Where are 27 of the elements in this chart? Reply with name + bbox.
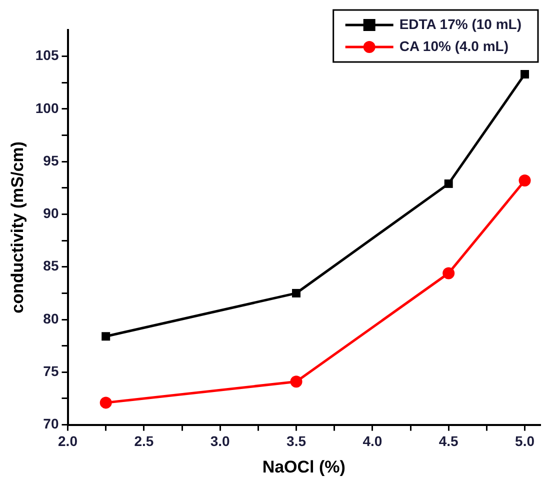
x-tick-label: 3.0 (210, 433, 230, 450)
legend-label: CA 10% (4.0 mL) (399, 38, 509, 54)
y-tick-label: 70 (43, 416, 59, 432)
y-tick-label: 80 (43, 310, 59, 326)
point (290, 376, 302, 388)
x-tick-label: 4.5 (438, 433, 459, 450)
x-tick-label: 3.5 (286, 433, 306, 450)
point (444, 179, 453, 188)
y-tick-label: 90 (43, 205, 59, 222)
x-tick-label: 4.0 (362, 433, 382, 450)
x-tick-label: 2.0 (58, 433, 78, 450)
point (100, 396, 112, 409)
y-tick-label: 105 (35, 47, 59, 64)
y-tick-label: 100 (35, 100, 59, 116)
point (518, 174, 531, 187)
y-tick-label: 75 (43, 363, 59, 380)
y-tick-label: 95 (43, 152, 59, 168)
y-tick-label: 85 (43, 258, 59, 274)
point (292, 288, 301, 298)
x-axis-title: NaOCl (%) (262, 457, 346, 476)
x-tick-label: 2.5 (134, 433, 154, 450)
point (102, 332, 110, 341)
legend-label: EDTA 17% (10 mL) (399, 16, 522, 32)
point (520, 70, 530, 78)
point (442, 267, 455, 280)
y-axis-title: conductivity (mS/cm) (8, 141, 27, 314)
x-tick-label: 5.0 (515, 433, 535, 450)
